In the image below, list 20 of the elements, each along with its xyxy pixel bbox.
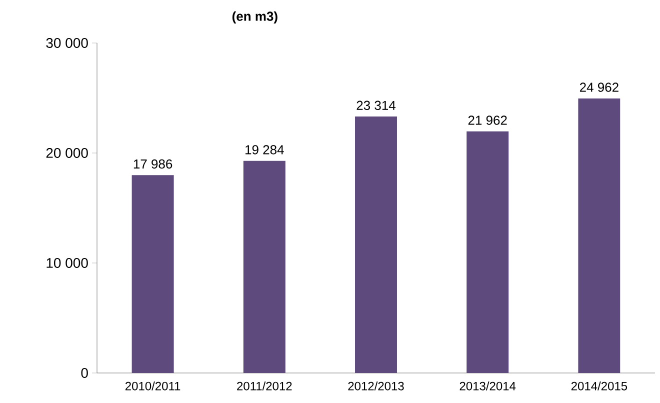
data-label: 24 962 (580, 82, 618, 92)
y-tick-label: 20 000 (46, 148, 88, 158)
y-tick-label: 0 (81, 368, 88, 378)
x-tick-label: 2010/2011 (125, 382, 180, 390)
data-label: 19 284 (246, 145, 284, 154)
bar (243, 160, 286, 373)
bar (466, 131, 509, 373)
data-label: 17 986 (134, 159, 172, 169)
x-tick-label: 2014/2015 (571, 382, 628, 390)
chart-title: (en m3) (232, 11, 278, 24)
y-tick-label: 10 000 (46, 258, 88, 268)
bar (578, 98, 620, 373)
bar (132, 175, 174, 373)
bar (355, 116, 398, 373)
y-tick-label: 30 000 (46, 38, 88, 48)
data-label: 23 314 (356, 100, 396, 110)
data-label: 21 962 (468, 116, 507, 125)
x-tick-label: 2012/2013 (348, 382, 404, 390)
x-tick-label: 2011/2012 (237, 382, 292, 390)
x-tick-label: 2013/2014 (460, 382, 516, 390)
